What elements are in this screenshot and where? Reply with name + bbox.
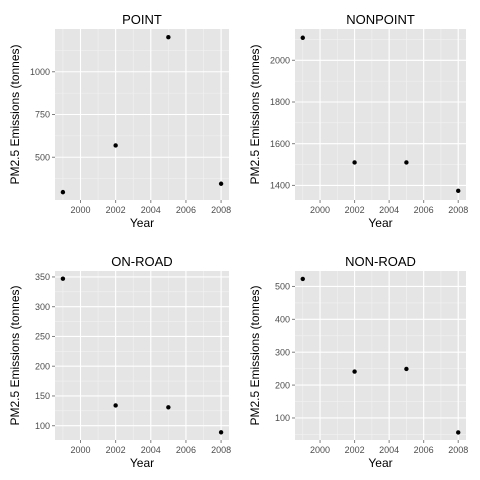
x-tick-label: 2004: [379, 205, 399, 215]
x-tick-label: 2004: [379, 445, 399, 455]
y-tick-label: 1600: [270, 139, 290, 149]
data-point: [218, 181, 224, 186]
x-axis-title: Year: [130, 216, 154, 230]
x-tick-label: 2006: [414, 205, 434, 215]
x-tick-label: 2006: [176, 445, 196, 455]
y-tick-label: 250: [35, 332, 50, 342]
y-tick-label: 500: [35, 152, 50, 162]
x-tick-label: 2000: [70, 445, 90, 455]
y-axis-title: PM2.5 Emissions (tonnes): [248, 285, 262, 425]
panel-on-road: 2000 2002 2004 2006 2008 100 150 200 250 300 350 ON…: [8, 254, 231, 470]
panel-background: [295, 271, 466, 440]
data-point: [218, 430, 224, 435]
x-tick-label: 2006: [176, 205, 196, 215]
x-axis-title: Year: [368, 456, 392, 470]
y-tick-label: 200: [35, 361, 50, 371]
x-tick-label: 2008: [211, 205, 231, 215]
data-point: [300, 276, 305, 282]
y-tick-label: 2000: [270, 55, 290, 65]
x-tick-label: 2008: [211, 445, 231, 455]
panel-title: ON-ROAD: [111, 254, 172, 269]
panel-title: POINT: [122, 12, 162, 27]
x-tick-label: 2004: [141, 205, 161, 215]
y-tick-label: 750: [35, 110, 50, 120]
y-tick-label: 500: [275, 282, 290, 292]
panel-point: 2000 2002 2004 2006 2008 500 750 1000 POINT Year P…: [8, 12, 231, 230]
data-point: [113, 143, 118, 148]
y-tick-label: 400: [275, 315, 290, 325]
data-point: [352, 160, 357, 165]
x-tick-label: 2002: [345, 445, 365, 455]
data-point: [404, 366, 409, 372]
x-tick-label: 2002: [106, 445, 126, 455]
panel-nonpoint: 2000 2002 2004 2006 2008 1400 1600 1800 2000 NONP…: [248, 12, 468, 230]
panel-background: [295, 29, 466, 200]
y-tick-label: 1800: [270, 97, 290, 107]
y-tick-label: 300: [35, 302, 50, 312]
data-point: [300, 35, 305, 40]
x-tick-label: 2000: [310, 445, 330, 455]
y-axis-title: PM2.5 Emissions (tonnes): [248, 44, 262, 184]
x-tick-label: 2008: [448, 205, 468, 215]
x-tick-label: 2006: [414, 445, 434, 455]
x-tick-label: 2002: [106, 205, 126, 215]
panel-non-road: 2000 2002 2004 2006 2008 100 200 300 400 500 NON-R…: [248, 254, 468, 470]
y-tick-label: 300: [275, 347, 290, 357]
x-tick-label: 2000: [70, 205, 90, 215]
y-axis-title: PM2.5 Emissions (tonnes): [8, 44, 22, 184]
x-tick-label: 2004: [141, 445, 161, 455]
panel-title: NON-ROAD: [345, 254, 416, 269]
data-point: [404, 160, 409, 165]
y-tick-label: 1400: [270, 181, 290, 191]
panel-title: NONPOINT: [346, 12, 415, 27]
data-point: [60, 276, 66, 281]
y-tick-label: 100: [275, 413, 290, 423]
panel-background: [55, 271, 229, 440]
data-point: [456, 430, 461, 435]
data-point: [60, 189, 66, 195]
x-tick-label: 2000: [310, 205, 330, 215]
data-point: [456, 188, 461, 194]
data-point: [166, 405, 171, 410]
y-tick-label: 150: [35, 391, 50, 401]
y-tick-label: 200: [275, 380, 290, 390]
x-tick-label: 2002: [345, 205, 365, 215]
data-point: [113, 403, 118, 408]
data-point: [166, 35, 171, 40]
x-axis-title: Year: [130, 456, 154, 470]
y-tick-label: 350: [35, 272, 50, 282]
data-point: [352, 369, 357, 374]
y-tick-label: 1000: [30, 67, 50, 77]
y-tick-label: 100: [35, 421, 50, 431]
y-axis-title: PM2.5 Emissions (tonnes): [8, 285, 22, 425]
x-tick-label: 2008: [448, 445, 468, 455]
x-axis-title: Year: [368, 216, 392, 230]
